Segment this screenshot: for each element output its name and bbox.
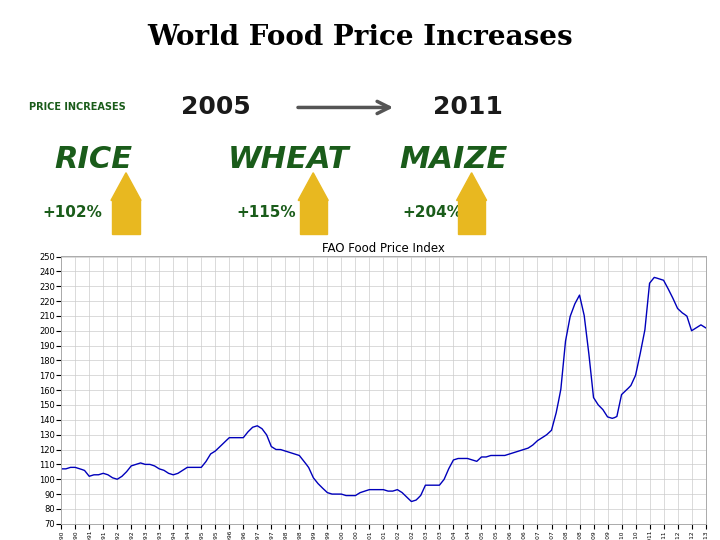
Text: +204%: +204%: [402, 205, 462, 220]
Text: 2011: 2011: [433, 96, 503, 119]
FancyBboxPatch shape: [300, 200, 327, 234]
Polygon shape: [298, 173, 328, 200]
Text: PRICE INCREASES: PRICE INCREASES: [29, 103, 125, 112]
Text: World Food Price Increases: World Food Price Increases: [147, 24, 573, 51]
Text: 2005: 2005: [181, 96, 251, 119]
Polygon shape: [111, 173, 141, 200]
Text: MAIZE: MAIZE: [400, 145, 508, 174]
FancyBboxPatch shape: [112, 200, 140, 234]
FancyBboxPatch shape: [458, 200, 485, 234]
Text: RICE: RICE: [55, 145, 132, 174]
Text: WHEAT: WHEAT: [228, 145, 348, 174]
Polygon shape: [456, 173, 487, 200]
Text: +102%: +102%: [42, 205, 102, 220]
Title: FAO Food Price Index: FAO Food Price Index: [322, 242, 445, 255]
Text: +115%: +115%: [237, 205, 296, 220]
